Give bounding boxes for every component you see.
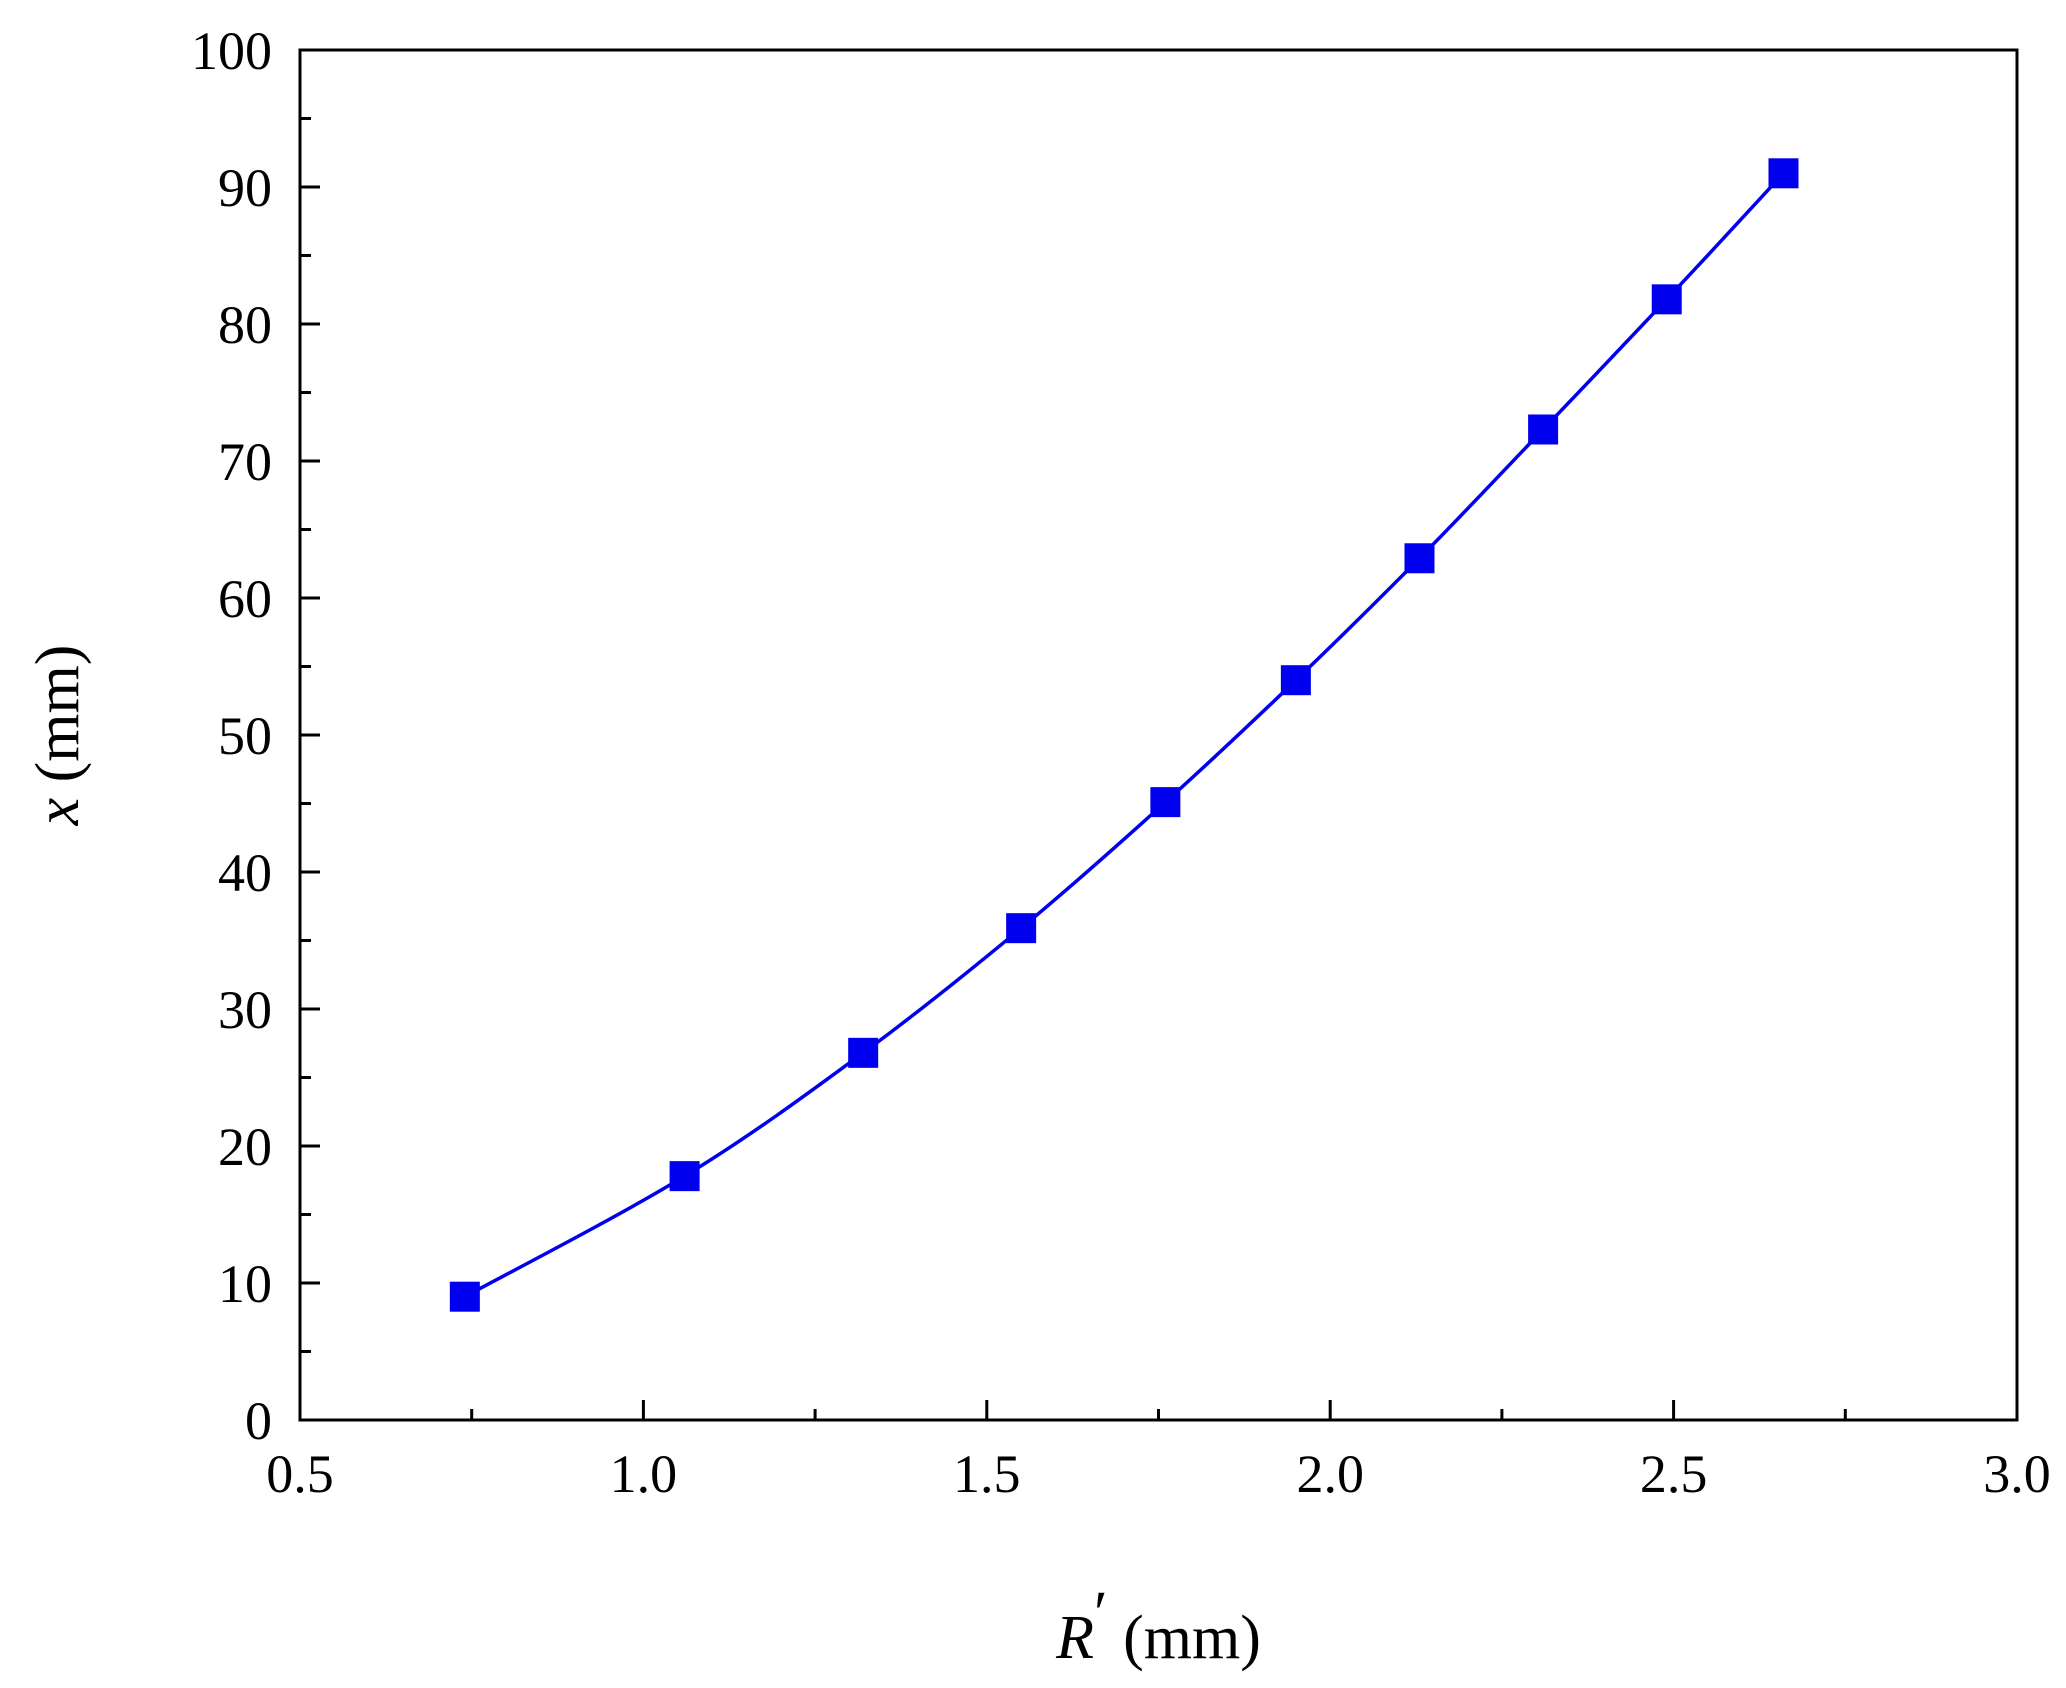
y-tick-label: 30 xyxy=(218,980,272,1040)
y-tick-label: 70 xyxy=(218,432,272,492)
axis-ticks xyxy=(298,48,2019,1422)
y-axis-variable: x xyxy=(24,797,92,826)
y-tick-label: 10 xyxy=(218,1254,272,1314)
data-point-marker xyxy=(1768,158,1799,189)
data-point-marker xyxy=(848,1037,879,1068)
data-point-marker xyxy=(1280,665,1311,696)
y-tick-label: 50 xyxy=(218,706,272,766)
data-point-marker xyxy=(1150,787,1181,818)
y-tick-label: 80 xyxy=(218,295,272,355)
y-tick-label: 90 xyxy=(218,158,272,218)
data-point-marker xyxy=(449,1281,480,1312)
y-axis-unit: (mm) xyxy=(24,645,92,798)
data-point-marker xyxy=(1006,913,1037,944)
y-tick-label: 100 xyxy=(191,21,272,81)
data-point-marker xyxy=(669,1161,700,1192)
x-tick-label: 3.0 xyxy=(1983,1444,2051,1504)
x-tick-label: 1.0 xyxy=(610,1444,678,1504)
x-tick-label: 2.5 xyxy=(1640,1444,1708,1504)
data-point-marker xyxy=(1404,543,1435,574)
x-axis-unit: (mm) xyxy=(1108,1604,1261,1672)
y-tick-label: 0 xyxy=(245,1391,272,1451)
x-axis-title: R′ (mm) xyxy=(1055,1580,1261,1672)
x-tick-label: 0.5 xyxy=(266,1444,334,1504)
y-axis-title: x (mm) xyxy=(24,645,92,827)
data-point-marker xyxy=(1651,284,1682,315)
y-tick-label: 20 xyxy=(218,1117,272,1177)
series-line xyxy=(463,172,1785,1299)
series-group xyxy=(449,158,1799,1312)
x-tick-label: 1.5 xyxy=(953,1444,1021,1504)
x-tick-label: 2.0 xyxy=(1296,1444,1364,1504)
plot-area-frame xyxy=(298,48,2019,1422)
x-axis-prime: ′ xyxy=(1094,1580,1108,1648)
x-axis-variable: R xyxy=(1055,1604,1094,1672)
tick-labels: 0.5 1.0 1.5 2.0 2.5 3.0 0 10 20 30 40 50 60 70 80 90 100 xyxy=(191,21,2051,1504)
y-tick-label: 40 xyxy=(218,843,272,903)
y-tick-label: 60 xyxy=(218,569,272,629)
data-point-marker xyxy=(1528,414,1559,445)
